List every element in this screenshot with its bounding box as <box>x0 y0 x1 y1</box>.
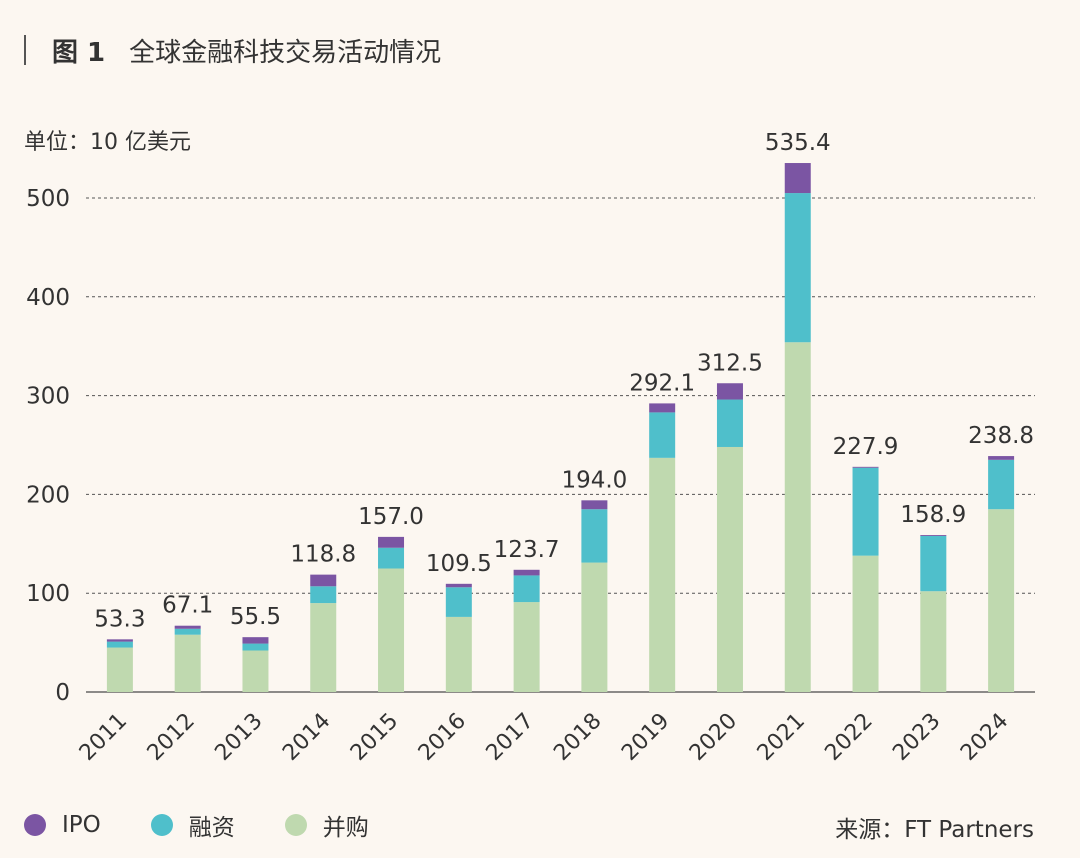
bar-ma-2019 <box>649 457 676 692</box>
legend-label-ipo: IPO <box>62 812 101 838</box>
bar-ipo-2014 <box>310 574 337 587</box>
bar-financing-2019 <box>649 412 676 458</box>
legend-item-financing: 融资 <box>150 808 235 842</box>
y-tick-label-100: 100 <box>26 581 70 607</box>
bar-financing-2015 <box>378 547 405 569</box>
bar-financing-2013 <box>242 643 269 651</box>
bar-ma-2011 <box>106 647 133 692</box>
bar-ipo-2022 <box>852 466 879 468</box>
bar-ipo-2012 <box>174 625 201 629</box>
total-label-2012: 67.1 <box>162 593 213 619</box>
y-tick-label-0: 0 <box>55 680 70 706</box>
y-tick-label-200: 200 <box>26 482 70 508</box>
bar-financing-2016 <box>445 587 472 617</box>
unit-label: 单位：10 亿美元 <box>24 130 191 155</box>
bar-financing-2023 <box>920 535 947 592</box>
legend-label-ma: 并购 <box>322 815 369 841</box>
figure-label: 图 1 <box>52 37 106 68</box>
x-tick-label-2023: 2023 <box>888 709 945 766</box>
bar-financing-2017 <box>513 575 540 603</box>
total-label-2015: 157.0 <box>358 504 424 530</box>
legend-swatch-ma <box>284 814 307 836</box>
bar-financing-2014 <box>310 586 337 604</box>
legend-label-financing: 融资 <box>188 815 235 841</box>
chart-header: 图 1 全球金融科技交易活动情况 <box>24 33 442 68</box>
x-tick-label-2022: 2022 <box>821 709 878 766</box>
total-label-2018: 194.0 <box>561 467 627 493</box>
total-label-2013: 55.5 <box>230 604 281 630</box>
legend-item-ipo: IPO <box>24 812 101 838</box>
x-tick-label-2012: 2012 <box>143 709 200 766</box>
x-tick-label-2013: 2013 <box>210 709 267 766</box>
bar-financing-2024 <box>988 459 1015 510</box>
bar-ipo-2019 <box>649 403 676 413</box>
y-tick-label-500: 500 <box>26 186 70 212</box>
x-tick-label-2016: 2016 <box>414 709 471 766</box>
x-tick-label-2019: 2019 <box>617 709 674 766</box>
bar-ma-2012 <box>174 634 201 692</box>
bar-ma-2021 <box>784 342 811 692</box>
bar-ipo-2018 <box>581 500 608 510</box>
y-tick-label-300: 300 <box>26 384 70 410</box>
bar-ipo-2024 <box>988 456 1015 460</box>
total-label-2021: 535.4 <box>765 130 831 156</box>
bar-financing-2012 <box>174 628 201 635</box>
legend-swatch-ipo <box>24 814 46 836</box>
bar-ma-2020 <box>716 446 743 692</box>
bar-financing-2021 <box>784 193 811 343</box>
bar-ma-2022 <box>852 555 879 692</box>
total-label-2023: 158.9 <box>900 502 966 528</box>
bar-ma-2015 <box>378 568 405 692</box>
total-label-2020: 312.5 <box>697 350 763 376</box>
bar-ma-2023 <box>920 591 947 692</box>
x-tick-label-2015: 2015 <box>346 709 403 766</box>
bar-ma-2018 <box>581 562 608 692</box>
x-tick-label-2018: 2018 <box>549 709 606 766</box>
total-label-2024: 238.8 <box>968 423 1034 449</box>
total-label-2016: 109.5 <box>426 551 492 577</box>
source-note: 来源：FT Partners <box>835 817 1034 843</box>
x-tick-label-2014: 2014 <box>278 709 335 766</box>
x-tick-label-2021: 2021 <box>753 709 810 766</box>
y-tick-label-400: 400 <box>26 285 70 311</box>
legend: IPO 融资 并购 <box>24 808 419 842</box>
chart-title: 全球金融科技交易活动情况 <box>129 37 442 68</box>
x-tick-label-2011: 2011 <box>75 709 132 766</box>
total-label-2017: 123.7 <box>494 537 560 563</box>
legend-swatch-financing <box>150 814 173 836</box>
bar-financing-2018 <box>581 509 608 563</box>
title-rule <box>24 35 26 65</box>
bar-ipo-2015 <box>378 536 405 548</box>
stacked-bar-chart: 0 100 200 300 400 500 53.3 2011 67.1 2012 55.5 2013… <box>26 130 1035 766</box>
total-label-2019: 292.1 <box>629 370 695 396</box>
bar-ipo-2013 <box>242 637 269 644</box>
bar-ma-2016 <box>445 616 472 692</box>
bar-ipo-2011 <box>106 639 133 642</box>
bar-ma-2013 <box>242 650 269 692</box>
bar-financing-2022 <box>852 467 879 556</box>
bar-financing-2011 <box>106 641 133 648</box>
total-label-2014: 118.8 <box>290 542 356 568</box>
x-tick-label-2024: 2024 <box>956 709 1013 766</box>
bar-ipo-2021 <box>784 163 811 194</box>
bar-ipo-2023 <box>920 535 947 536</box>
bar-ma-2017 <box>513 602 540 692</box>
bar-ma-2024 <box>988 509 1015 692</box>
bar-financing-2020 <box>716 399 743 447</box>
x-tick-label-2017: 2017 <box>482 709 539 766</box>
bar-ma-2014 <box>310 603 337 692</box>
bar-ipo-2020 <box>716 383 743 400</box>
total-label-2022: 227.9 <box>833 434 899 460</box>
bar-ipo-2016 <box>445 583 472 588</box>
bar-ipo-2017 <box>513 569 540 576</box>
x-tick-label-2020: 2020 <box>685 709 742 766</box>
total-label-2011: 53.3 <box>94 606 145 632</box>
legend-item-ma: 并购 <box>284 808 369 842</box>
